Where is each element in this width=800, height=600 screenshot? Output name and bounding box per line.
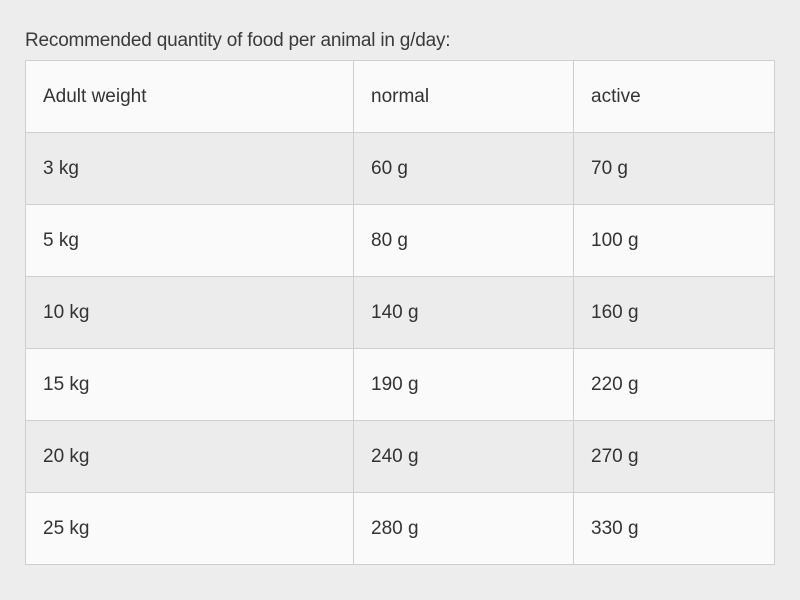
cell-adult-weight: 25 kg: [25, 492, 354, 565]
table-row: 25 kg 280 g 330 g: [25, 492, 775, 565]
cell-normal: 140 g: [353, 276, 574, 349]
table-caption: Recommended quantity of food per animal …: [25, 30, 451, 51]
cell-adult-weight: 15 kg: [25, 348, 354, 421]
table-row: 20 kg 240 g 270 g: [25, 420, 775, 493]
cell-active: 220 g: [573, 348, 775, 421]
cell-adult-weight: 10 kg: [25, 276, 354, 349]
cell-adult-weight: 20 kg: [25, 420, 354, 493]
cell-normal: 190 g: [353, 348, 574, 421]
cell-normal: 80 g: [353, 204, 574, 277]
column-header-adult-weight: Adult weight: [25, 60, 354, 133]
cell-normal: 240 g: [353, 420, 574, 493]
cell-normal: 280 g: [353, 492, 574, 565]
cell-active: 70 g: [573, 132, 775, 205]
table-header-row: Adult weight normal active: [25, 60, 775, 133]
cell-adult-weight: 3 kg: [25, 132, 354, 205]
cell-active: 100 g: [573, 204, 775, 277]
column-header-normal: normal: [353, 60, 574, 133]
column-header-active: active: [573, 60, 775, 133]
food-quantity-table: Adult weight normal active 3 kg 60 g 70 …: [25, 60, 775, 565]
table-row: 5 kg 80 g 100 g: [25, 204, 775, 277]
cell-active: 270 g: [573, 420, 775, 493]
table-row: 15 kg 190 g 220 g: [25, 348, 775, 421]
cell-normal: 60 g: [353, 132, 574, 205]
cell-active: 160 g: [573, 276, 775, 349]
cell-active: 330 g: [573, 492, 775, 565]
table-row: 10 kg 140 g 160 g: [25, 276, 775, 349]
table-row: 3 kg 60 g 70 g: [25, 132, 775, 205]
cell-adult-weight: 5 kg: [25, 204, 354, 277]
